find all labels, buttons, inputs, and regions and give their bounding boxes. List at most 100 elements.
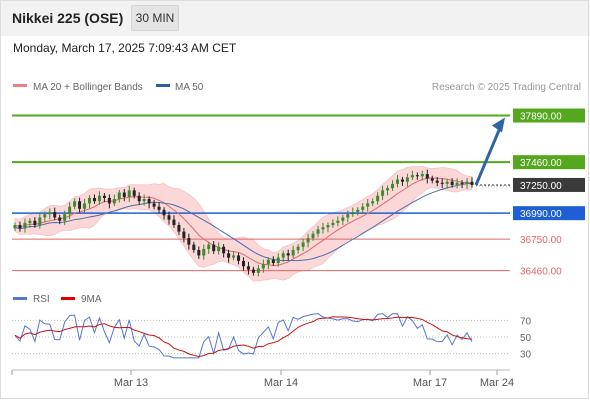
candle-body-51 bbox=[266, 259, 270, 265]
candlesticks bbox=[13, 169, 474, 277]
candle-body-44 bbox=[232, 255, 236, 258]
ma50-line bbox=[14, 182, 473, 262]
candle-body-17 bbox=[97, 195, 101, 202]
header-bar bbox=[0, 0, 590, 36]
level-label-36460.00: 36460.00 bbox=[520, 267, 562, 278]
candle-body-2 bbox=[23, 222, 27, 229]
rsi-ma-legend-label: 9MA bbox=[81, 294, 102, 305]
candle-body-73 bbox=[376, 195, 380, 202]
candle-body-14 bbox=[83, 203, 87, 209]
rsi-legend-label: RSI bbox=[33, 294, 50, 305]
rsi-tick-30: 30 bbox=[520, 350, 532, 361]
candle-body-1 bbox=[18, 225, 22, 229]
candle-body-59 bbox=[306, 238, 310, 243]
ma20-line bbox=[14, 177, 473, 267]
level-label-bg-37460.00 bbox=[513, 155, 585, 170]
candle-body-24 bbox=[132, 190, 136, 196]
candle-body-85 bbox=[435, 180, 439, 183]
ma20-legend-label: MA 20 + Bollinger Bands bbox=[33, 82, 143, 93]
candle-body-89 bbox=[455, 182, 459, 185]
candle-body-9 bbox=[58, 217, 62, 221]
x-tick-label-3: Mar 24 bbox=[480, 377, 514, 389]
candle-body-12 bbox=[73, 201, 77, 207]
candle-body-13 bbox=[78, 201, 82, 209]
candle-body-38 bbox=[202, 248, 206, 256]
candle-body-75 bbox=[386, 188, 390, 191]
candle-body-29 bbox=[157, 206, 161, 210]
candle-body-52 bbox=[271, 259, 275, 264]
candle-body-49 bbox=[256, 268, 260, 273]
candle-body-7 bbox=[48, 212, 52, 215]
candle-body-22 bbox=[122, 192, 126, 197]
candle-body-87 bbox=[445, 181, 449, 184]
candle-body-76 bbox=[391, 183, 395, 189]
candle-body-4 bbox=[33, 220, 37, 226]
candle-body-15 bbox=[88, 197, 92, 204]
candle-body-36 bbox=[192, 244, 196, 251]
candle-body-50 bbox=[261, 264, 265, 269]
ma20-legend-swatch bbox=[13, 84, 27, 87]
rsi-ma-line bbox=[14, 316, 473, 358]
candle-body-78 bbox=[400, 179, 404, 182]
candle-body-86 bbox=[440, 182, 444, 184]
candle-body-11 bbox=[68, 206, 72, 215]
candle-body-25 bbox=[137, 195, 141, 202]
candle-body-84 bbox=[430, 178, 434, 181]
candle-body-46 bbox=[242, 260, 245, 267]
candle-body-91 bbox=[465, 181, 469, 184]
target-arrow-head bbox=[492, 117, 505, 133]
candle-body-72 bbox=[371, 201, 375, 204]
level-labels: 37890.00 37460.00 37250.00 36990.00 36750.00… bbox=[513, 108, 585, 278]
candle-body-26 bbox=[142, 199, 146, 202]
candle-body-3 bbox=[28, 220, 32, 223]
candle-body-10 bbox=[63, 214, 67, 221]
x-tick-label-0: Mar 13 bbox=[114, 377, 148, 389]
candle-body-70 bbox=[361, 206, 365, 210]
candle-body-27 bbox=[147, 199, 151, 204]
rsi-panel: 70 50 30 bbox=[12, 313, 532, 361]
instrument-title: Nikkei 225 (OSE) bbox=[12, 10, 124, 26]
candle-body-0 bbox=[13, 225, 17, 229]
level-label-36990.00: 36990.00 bbox=[520, 209, 562, 220]
candle-body-35 bbox=[187, 238, 191, 245]
ma50-legend-swatch bbox=[156, 84, 170, 87]
level-label-bg-37250.00 bbox=[513, 177, 585, 192]
candle-body-30 bbox=[162, 209, 166, 216]
candle-body-61 bbox=[316, 229, 320, 234]
candle-body-79 bbox=[405, 177, 409, 182]
candle-body-77 bbox=[395, 179, 399, 184]
candle-body-40 bbox=[212, 244, 216, 252]
level-label-37250.00: 37250.00 bbox=[520, 181, 562, 192]
candle-body-45 bbox=[237, 255, 241, 261]
candle-body-8 bbox=[53, 212, 57, 218]
candle-body-81 bbox=[415, 175, 419, 177]
level-label-bg-36990.00 bbox=[513, 206, 585, 221]
candle-body-41 bbox=[217, 246, 221, 252]
candle-body-63 bbox=[326, 225, 330, 228]
candle-body-37 bbox=[197, 250, 201, 256]
candle-body-6 bbox=[43, 214, 47, 218]
timeframe-button[interactable]: 30 MIN bbox=[131, 5, 179, 31]
candle-body-67 bbox=[346, 214, 350, 218]
level-label-bg-37890.00 bbox=[513, 108, 585, 123]
candle-body-64 bbox=[331, 222, 335, 226]
candle-body-23 bbox=[127, 190, 131, 197]
candle-body-33 bbox=[177, 225, 181, 232]
candle-body-71 bbox=[366, 203, 370, 207]
level-label-37460.00: 37460.00 bbox=[520, 158, 562, 169]
x-axis: Mar 13 Mar 14 Mar 17 Mar 24 bbox=[11, 369, 514, 389]
candle-body-74 bbox=[381, 190, 385, 196]
candle-body-60 bbox=[311, 233, 315, 239]
candle-body-90 bbox=[460, 182, 464, 184]
moving-averages bbox=[14, 177, 473, 267]
candle-body-92 bbox=[470, 181, 474, 185]
candle-body-16 bbox=[92, 197, 96, 202]
rsi-ma-legend-swatch bbox=[61, 297, 75, 300]
candle-body-66 bbox=[341, 217, 345, 221]
level-label-37890.00: 37890.00 bbox=[520, 112, 562, 123]
candle-body-43 bbox=[227, 253, 231, 258]
candle-body-20 bbox=[112, 199, 116, 204]
candle-body-55 bbox=[286, 253, 290, 256]
credit-text: Research © 2025 Trading Central bbox=[432, 82, 581, 93]
